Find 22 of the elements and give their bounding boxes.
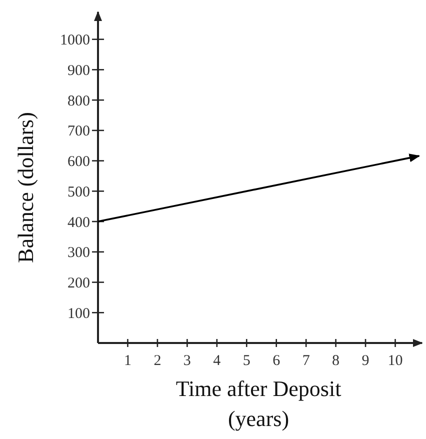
y-tick-label: 500 — [68, 184, 90, 200]
y-tick-label: 200 — [68, 276, 90, 292]
x-tick-label: 5 — [242, 353, 250, 369]
x-tick-label: 6 — [272, 353, 281, 369]
x-axis-title: Time after Deposit (years) — [176, 376, 342, 431]
y-tick-label: 700 — [68, 124, 90, 140]
x-tick-label: 1 — [124, 353, 132, 369]
y-tick-label: 100 — [68, 306, 90, 322]
x-tick-label: 2 — [154, 353, 162, 369]
y-tick-label: 300 — [68, 245, 90, 262]
y-tick-label: 1000 — [60, 32, 90, 49]
y-tick-label: 600 — [68, 154, 90, 170]
x-tick-label: 3 — [183, 353, 191, 369]
y-axis-title: Balance (dollars) — [13, 112, 38, 263]
y-tick-label: 800 — [68, 93, 90, 110]
x-tick-label: 8 — [332, 353, 340, 369]
x-tick-label: 7 — [302, 353, 310, 369]
x-tick-label: 9 — [362, 353, 370, 369]
y-tick-label: 900 — [68, 62, 90, 79]
y-tick-label: 400 — [68, 214, 90, 231]
x-tick-label: 4 — [213, 353, 222, 369]
x-tick-label: 10 — [388, 353, 403, 369]
